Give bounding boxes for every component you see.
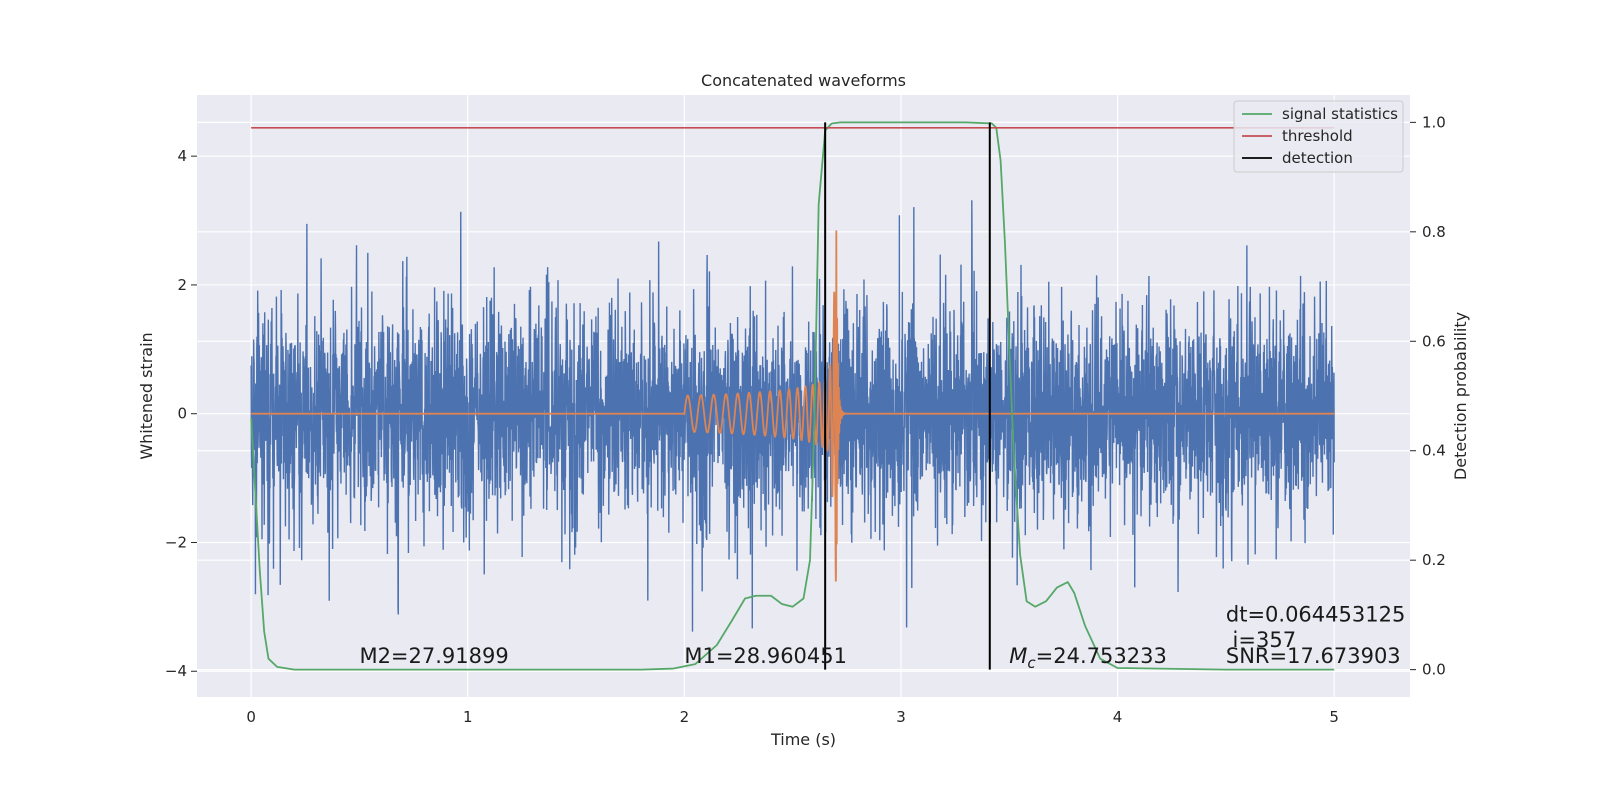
signal-statistics-series	[250, 121, 1335, 671]
y2-tick-label-0: 0.0	[1422, 661, 1446, 679]
y2-tick-label-3: 0.6	[1422, 332, 1446, 350]
noise-line	[250, 200, 1335, 632]
x-axis-ticks: 0 1 2 3 4 5	[246, 708, 1339, 726]
plot-area: M2=27.91899 M1=28.960451 Mc=24.753233 dt=0.…	[197, 95, 1410, 697]
legend: signal statistics threshold detection	[1233, 100, 1404, 173]
annotation-5: SNR=17.673903	[1226, 644, 1401, 668]
annotation-0: M2=27.91899	[359, 644, 508, 668]
legend-label-signal-statistics: signal statistics	[1282, 105, 1398, 123]
legend-label-threshold: threshold	[1282, 127, 1353, 145]
detection-series	[824, 122, 991, 670]
y-axis-ticks: −4 −2 0 2 4	[165, 147, 197, 680]
noise-series	[250, 200, 1335, 632]
chirp-line	[251, 230, 1335, 582]
y2-tick-label-4: 0.8	[1422, 223, 1446, 241]
y-tick-label-3: 2	[177, 276, 187, 294]
y-axis-label: Whitened strain	[137, 332, 156, 459]
x-tick-label-0: 0	[246, 708, 256, 726]
x-tick-label-1: 1	[463, 708, 473, 726]
y2-tick-label-5: 1.0	[1422, 113, 1446, 131]
chirp-series	[251, 230, 1335, 582]
x-axis-label: Time (s)	[770, 730, 836, 749]
x-tick-label-4: 4	[1113, 708, 1123, 726]
chart-title: Concatenated waveforms	[701, 71, 906, 90]
annotation-3: dt=0.064453125	[1226, 602, 1405, 626]
signal-statistics-line	[250, 121, 1335, 671]
x-tick-label-3: 3	[896, 708, 906, 726]
y2-tick-label-1: 0.2	[1422, 551, 1446, 569]
annotation-4: i=357	[1226, 628, 1296, 652]
y-tick-label-4: 4	[177, 147, 187, 165]
x-tick-label-2: 2	[680, 708, 690, 726]
y2-axis-ticks: 0.0 0.2 0.4 0.6 0.8 1.0	[1410, 113, 1446, 679]
y2-axis-label: Detection probability	[1451, 312, 1470, 480]
y-tick-label-1: −2	[165, 533, 187, 551]
legend-box	[1233, 100, 1404, 173]
y-tick-label-0: −4	[165, 662, 187, 680]
y2-tick-label-2: 0.4	[1422, 442, 1446, 460]
annotation-1: M1=28.960451	[684, 644, 847, 668]
annotation-2: Mc=24.753233	[1009, 644, 1167, 672]
legend-label-detection: detection	[1282, 149, 1353, 167]
grid-lines	[197, 95, 1410, 697]
annotations: M2=27.91899 M1=28.960451 Mc=24.753233 dt=0.…	[359, 602, 1405, 672]
y-tick-label-2: 0	[177, 405, 187, 423]
x-tick-label-5: 5	[1329, 708, 1339, 726]
